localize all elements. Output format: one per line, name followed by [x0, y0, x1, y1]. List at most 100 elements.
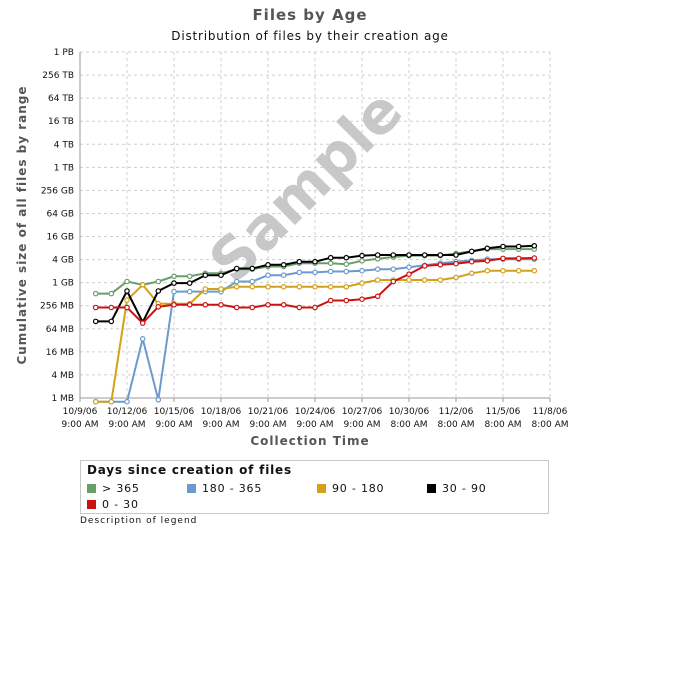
series-4-point [124, 304, 130, 311]
series-4-point [312, 304, 318, 311]
series-2-point [421, 277, 428, 283]
legend-swatch [87, 499, 96, 509]
legend-label: 0 - 30 [102, 497, 139, 511]
legend-item: 180 - 365 [187, 481, 262, 495]
series-2-point [406, 277, 412, 283]
series-2-point [374, 277, 381, 283]
x-tick-label: 10/27/06 [342, 407, 383, 417]
x-tick-label: 11/2/06 [439, 407, 474, 417]
series-4-point [531, 255, 538, 261]
series-4-point [359, 296, 365, 303]
series-3-point [327, 254, 334, 261]
legend-item: > 365 [87, 481, 140, 495]
y-tick-label: 1 TB [54, 163, 74, 173]
y-tick-label: 1 GB [52, 279, 74, 289]
series-4-point [155, 303, 162, 310]
series-3-point [421, 252, 428, 258]
y-tick-label: 256 GB [41, 186, 74, 196]
series-4-point [484, 257, 491, 264]
series-4-point [233, 304, 240, 311]
series-1-point [233, 278, 240, 285]
series-4-point [249, 304, 256, 311]
x-tick-label: 10/21/06 [248, 407, 289, 417]
series-2-point [249, 283, 256, 290]
series-3-point [92, 318, 99, 325]
series-2-point [233, 283, 240, 290]
y-tick-label: 1 PB [54, 48, 74, 58]
series-2-point [218, 286, 224, 292]
x-tick-label: 9:00 AM [156, 420, 193, 430]
series-1-point [327, 268, 334, 275]
x-tick-label: 9:00 AM [297, 420, 334, 430]
x-tick-label: 10/24/06 [295, 407, 336, 417]
series-4-point [453, 260, 459, 267]
series-0-point [92, 290, 99, 297]
series-4-point [390, 278, 397, 285]
legend-title: Days since creation of files [87, 463, 292, 477]
series-4-point [139, 320, 146, 326]
series-3-point [531, 243, 538, 249]
series-1-point [186, 288, 193, 295]
series-2-point [453, 274, 459, 281]
x-tick-label: 9:00 AM [109, 420, 146, 430]
series-2-point [359, 280, 365, 286]
series-4-point [421, 263, 428, 269]
legend-label: 180 - 365 [202, 481, 263, 495]
series-3-point [500, 243, 506, 250]
x-tick-label: 8:00 AM [485, 420, 522, 430]
x-tick-label: 9:00 AM [344, 420, 381, 430]
series-2-point [500, 267, 506, 274]
series-4-point [265, 301, 271, 308]
y-tick-label: 16 MB [46, 348, 74, 358]
y-tick-label: 4 GB [52, 256, 74, 266]
series-2-point [312, 283, 318, 290]
legend-swatch [87, 483, 96, 493]
legend: Days since creation of files > 365 180 - … [80, 460, 549, 514]
series-2-point [92, 398, 99, 405]
series-0-point [171, 273, 177, 280]
series-2-point [296, 283, 303, 290]
series-4-point [515, 255, 522, 262]
x-tick-label: 11/8/06 [533, 407, 568, 417]
series-3-point [280, 261, 287, 268]
x-tick-label: 9:00 AM [203, 420, 240, 430]
series-3-point [265, 261, 271, 268]
series-2-point [202, 286, 209, 292]
series-2-point [265, 283, 271, 290]
y-tick-label: 64 GB [47, 209, 74, 219]
chart-title: Files by Age [252, 6, 367, 24]
series-3-point [484, 245, 491, 252]
series-0-point [327, 260, 334, 267]
series-3-point [515, 243, 522, 250]
series-4-point [343, 297, 350, 304]
y-tick-label: 256 MB [40, 302, 74, 312]
series-1-point [265, 272, 271, 279]
series-1-point [155, 396, 162, 403]
series-3-point [312, 258, 318, 265]
series-2-point [531, 267, 538, 274]
series-0-point [359, 257, 365, 264]
series-4-point [171, 301, 177, 308]
series-3-point [108, 318, 115, 325]
series-4-point [500, 255, 506, 262]
series-3-point [218, 272, 224, 279]
series-0-point [155, 278, 162, 285]
series-4-point [186, 301, 193, 308]
x-tick-label: 9:00 AM [62, 420, 99, 430]
series-4-point [327, 297, 334, 304]
series-4-point [437, 261, 444, 268]
series-3-point [155, 288, 162, 294]
series-2-point [280, 283, 287, 290]
legend-swatch [317, 483, 326, 493]
series-3-point [437, 252, 444, 258]
series-4-point [218, 301, 224, 308]
series-0-point [343, 261, 350, 268]
series-2-point [108, 398, 115, 405]
series-3-point [406, 252, 412, 258]
series-3-point [202, 272, 209, 279]
axes: 1 MB 4 MB 16 MB 64 MB 256 MB 1 GB 4 GB 16 GB 64 … [40, 48, 568, 430]
series-4-point [468, 258, 475, 265]
x-tick-label: 9:00 AM [250, 420, 287, 430]
series-3-point [390, 252, 397, 258]
legend-label: > 365 [102, 481, 140, 495]
